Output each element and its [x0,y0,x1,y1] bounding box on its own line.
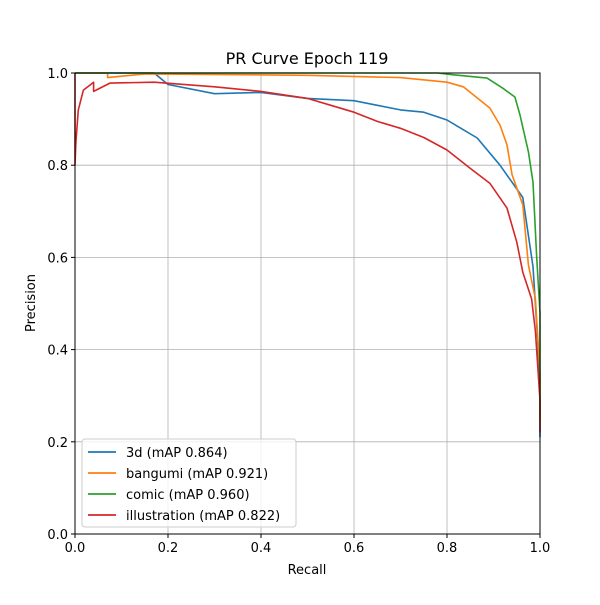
x-tick-label: 1.0 [530,541,551,556]
series-line-2 [75,72,541,419]
x-tick-label: 0.2 [158,541,179,556]
legend-entry: comic (mAP 0.960) [126,488,250,503]
x-tick-label: 0.4 [251,541,272,556]
series-line-1 [75,72,541,424]
series-line-0 [75,72,541,438]
x-tick-label: 0.8 [437,541,458,556]
x-tick-label: 0.0 [65,541,86,556]
y-tick-label: 0.0 [47,528,68,543]
series-line-3 [74,73,541,433]
legend-entry: bangumi (mAP 0.921) [126,467,268,482]
y-axis-label: Precision [24,274,39,332]
legend: 3d (mAP 0.864) bangumi (mAP 0.921) comic (… [81,438,297,528]
y-tick-label: 0.8 [47,159,68,174]
legend-entry: 3d (mAP 0.864) [126,446,228,461]
chart-title: PR Curve Epoch 119 [226,49,389,68]
legend-entry: illustration (mAP 0.822) [126,509,280,524]
y-tick-label: 0.4 [47,344,68,359]
y-tick-label: 0.2 [47,436,68,451]
y-tick-label: 0.6 [47,251,68,266]
x-tick-label: 0.6 [344,541,365,556]
x-axis-label: Recall [288,563,327,578]
y-tick-label: 1.0 [47,67,68,82]
legend-box [81,438,297,528]
plot-frame [74,72,541,535]
